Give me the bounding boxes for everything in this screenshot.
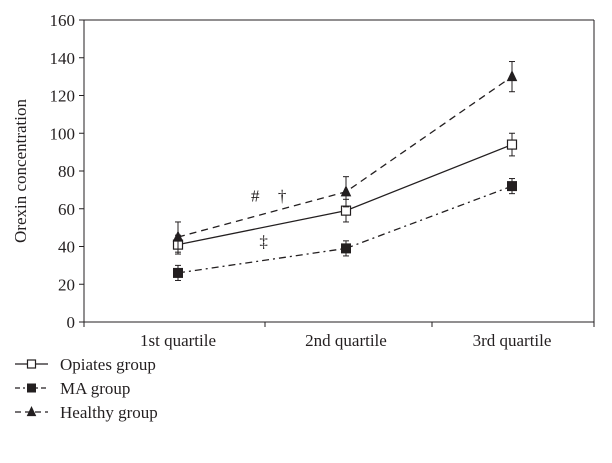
series-line bbox=[177, 185, 513, 274]
marker-filled-square bbox=[341, 243, 351, 254]
marker-filled-square bbox=[507, 181, 517, 192]
legend-item: Healthy group bbox=[15, 403, 158, 422]
annotation-symbol: ‡ bbox=[259, 232, 268, 251]
marker-filled-triangle bbox=[26, 406, 37, 417]
marker-open-square bbox=[506, 139, 518, 150]
marker-filled-square bbox=[27, 383, 36, 393]
series-healthy-group bbox=[172, 61, 518, 253]
x-axis-ticks: 1st quartile 2nd quartile 3rd quartile bbox=[83, 322, 595, 350]
legend-item: Opiates group bbox=[15, 355, 156, 374]
annotation-layer: # † ‡ bbox=[251, 187, 286, 251]
y-axis-label: Orexin concentration bbox=[11, 99, 30, 243]
series-ma-group bbox=[173, 178, 517, 281]
y-tick-label: 140 bbox=[50, 49, 76, 68]
marker-filled-triangle bbox=[172, 230, 184, 242]
y-tick-label: 100 bbox=[50, 124, 76, 143]
annotation-symbol: † bbox=[278, 187, 287, 206]
annotation-symbol: # bbox=[251, 187, 260, 206]
legend-label: MA group bbox=[60, 379, 130, 398]
legend-item: MA group bbox=[15, 379, 130, 398]
legend: Opiates group MA group Healthy group bbox=[15, 355, 158, 422]
y-axis-ticks: 0 20 40 60 80 100 120 140 160 bbox=[50, 11, 84, 332]
marker-filled-triangle bbox=[506, 70, 518, 82]
y-tick-label: 40 bbox=[58, 238, 75, 257]
x-tick-label: 3rd quartile bbox=[473, 331, 552, 350]
x-tick-label: 1st quartile bbox=[140, 331, 216, 350]
y-tick-label: 0 bbox=[67, 313, 76, 332]
y-tick-label: 80 bbox=[58, 162, 75, 181]
marker-filled-square bbox=[173, 267, 183, 278]
marker-open-square bbox=[26, 359, 37, 369]
marker-open-square bbox=[340, 205, 352, 216]
y-tick-label: 60 bbox=[58, 200, 75, 219]
legend-label: Opiates group bbox=[60, 355, 156, 374]
series-layer bbox=[172, 61, 518, 281]
marker-filled-triangle bbox=[340, 185, 352, 197]
y-tick-label: 160 bbox=[50, 11, 76, 30]
x-tick-label: 2nd quartile bbox=[305, 331, 387, 350]
y-tick-label: 120 bbox=[50, 87, 76, 106]
y-tick-label: 20 bbox=[58, 275, 75, 294]
legend-label: Healthy group bbox=[60, 403, 158, 422]
